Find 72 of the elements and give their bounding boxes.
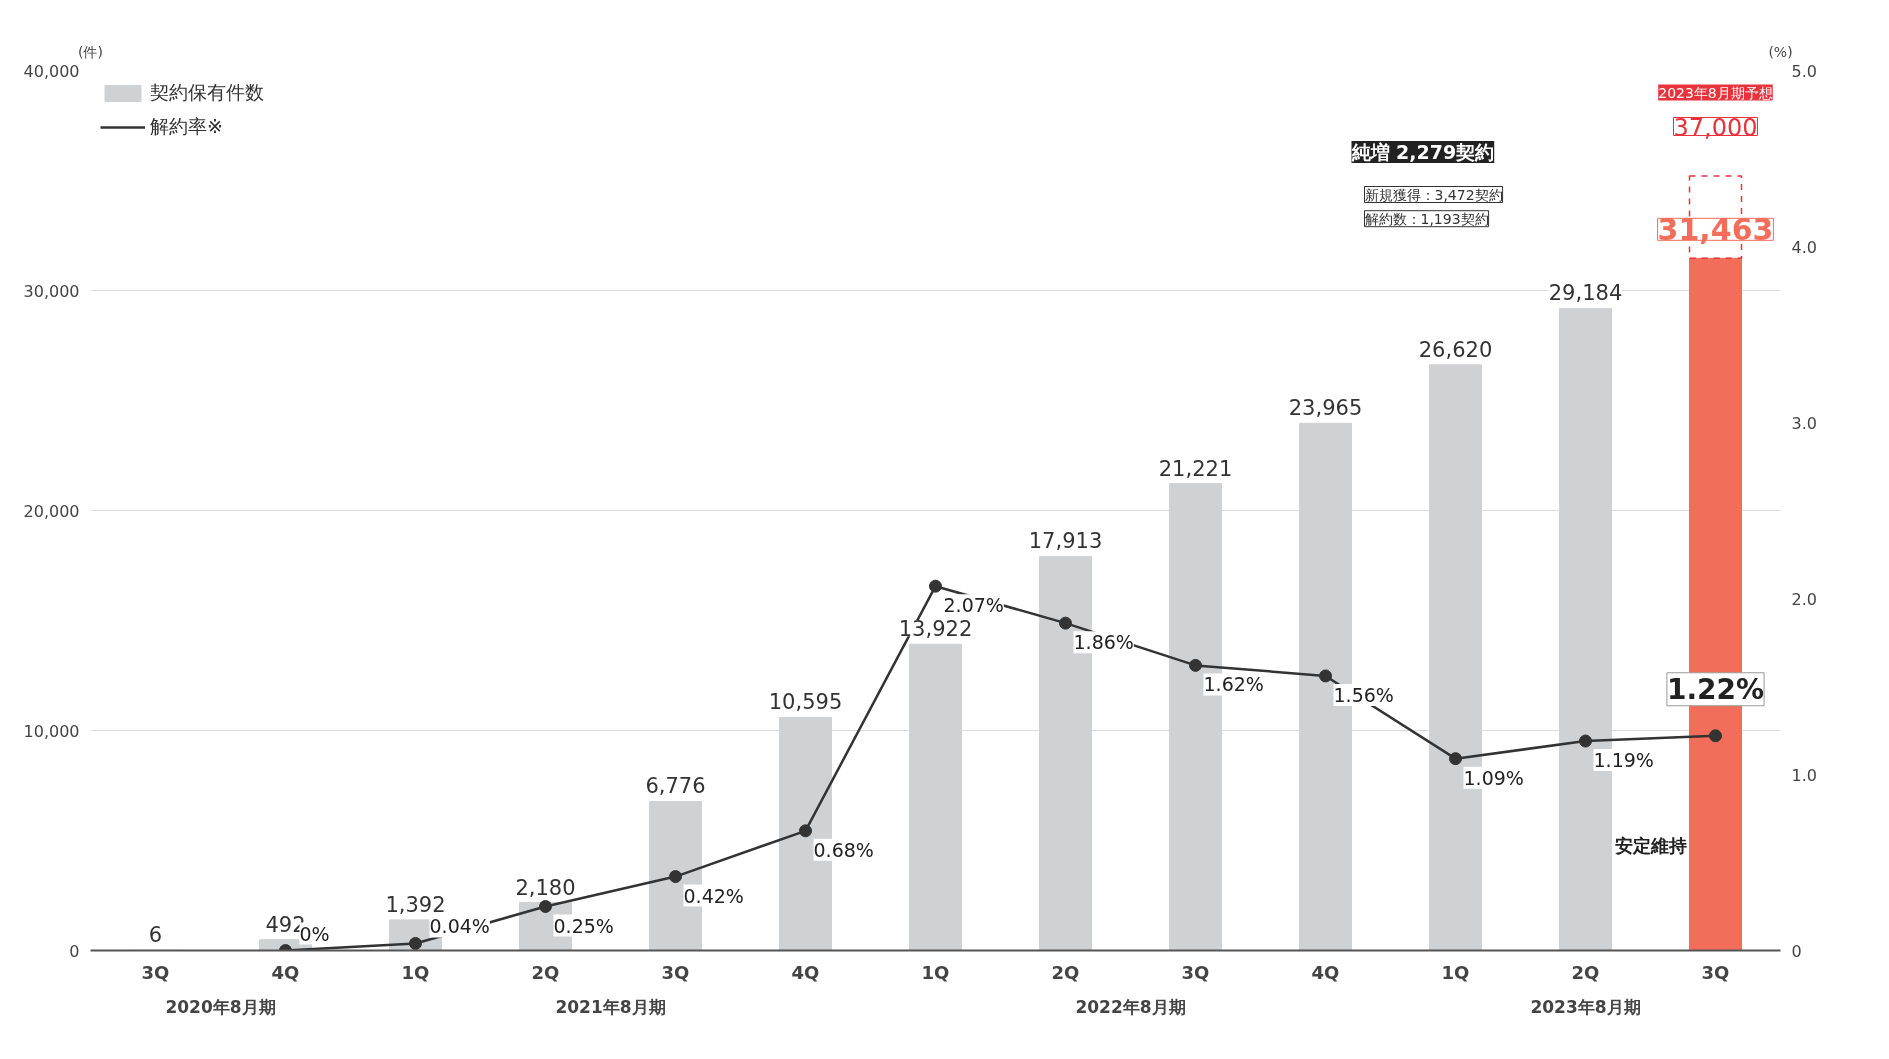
point bbox=[1709, 729, 1722, 743]
text: 2022年8月期 bbox=[1075, 996, 1186, 1017]
y2-tick-label: 4.0 bbox=[1791, 237, 1817, 257]
x-tick-label: 3Q bbox=[1181, 961, 1210, 983]
data-label: 0.68% bbox=[813, 838, 874, 861]
text: 2021年8月期 bbox=[555, 996, 666, 1017]
data-label: 1.09% bbox=[1463, 766, 1524, 789]
point bbox=[929, 579, 942, 593]
y2-tick-label: 3.0 bbox=[1791, 413, 1817, 433]
x-tick-label: 4Q bbox=[271, 961, 300, 983]
data-label: 2.07% bbox=[943, 594, 1004, 617]
point bbox=[799, 824, 812, 838]
y-axis-title: (件) bbox=[78, 43, 103, 60]
point bbox=[669, 870, 682, 884]
y2-tick-label: 0 bbox=[1791, 941, 1802, 961]
point bbox=[1319, 669, 1332, 683]
annotation: 解約数：1,193契約 bbox=[1364, 210, 1489, 227]
data-label: 1,392 bbox=[385, 892, 446, 917]
y2-tick-label: 1.0 bbox=[1791, 765, 1817, 785]
x-tick-label: 3Q bbox=[661, 961, 690, 983]
y-tick-label: 0 bbox=[69, 941, 80, 961]
data-label: 1.62% bbox=[1203, 673, 1264, 696]
bar bbox=[909, 643, 962, 951]
annotation: 安定維持 bbox=[1614, 834, 1687, 856]
data-label: 0.04% bbox=[429, 915, 490, 938]
point bbox=[1189, 658, 1202, 672]
point bbox=[1449, 752, 1462, 766]
legend-label: 契約保有件数 bbox=[150, 80, 264, 105]
data-label: 13,922 bbox=[898, 617, 973, 642]
data-label: 26,620 bbox=[1418, 337, 1493, 362]
data-label: 21,221 bbox=[1158, 456, 1233, 481]
data-label: 0.25% bbox=[553, 914, 614, 937]
legend-label: 解約率※ bbox=[150, 114, 223, 139]
y2-axis-title: (%) bbox=[1768, 43, 1793, 60]
x-tick-label: 1Q bbox=[401, 961, 430, 983]
x-tick-label: 4Q bbox=[791, 961, 820, 983]
data-label: 17,913 bbox=[1028, 529, 1103, 554]
point bbox=[1059, 616, 1072, 630]
y-tick-label: 40,000 bbox=[23, 61, 80, 81]
annotation: 2023年8月期予想 bbox=[1658, 84, 1773, 101]
data-label: 2,180 bbox=[515, 875, 576, 900]
y-tick-label: 20,000 bbox=[23, 501, 80, 521]
data-label: 1.56% bbox=[1333, 683, 1394, 706]
data-label: 6 bbox=[148, 923, 163, 948]
text: 2020年8月期 bbox=[165, 996, 276, 1017]
x-tick-label: 1Q bbox=[1441, 961, 1470, 983]
x-tick-label: 1Q bbox=[921, 961, 950, 983]
data-label: 6,776 bbox=[645, 774, 706, 799]
point bbox=[1579, 734, 1592, 748]
data-label: 10,595 bbox=[768, 690, 843, 715]
data-label: 1.86% bbox=[1073, 631, 1134, 654]
x-tick-label: 4Q bbox=[1311, 961, 1340, 983]
data-label: 29,184 bbox=[1548, 281, 1623, 306]
annotation: 新規獲得：3,472契約 bbox=[1364, 186, 1503, 203]
y2-tick-label: 2.0 bbox=[1791, 589, 1817, 609]
data-label: 1.19% bbox=[1593, 749, 1654, 772]
data-label: 0.42% bbox=[683, 884, 744, 907]
data-label: 1.22% bbox=[1666, 672, 1765, 706]
y2-tick-label: 5.0 bbox=[1791, 61, 1817, 81]
data-label: 31,463 bbox=[1657, 212, 1774, 248]
text: 2023年8月期 bbox=[1530, 996, 1641, 1017]
y-tick-label: 30,000 bbox=[23, 281, 80, 301]
x-tick-label: 3Q bbox=[1701, 961, 1730, 983]
x-tick-label: 2Q bbox=[531, 961, 560, 983]
point bbox=[539, 900, 552, 913]
x-tick-label: 2Q bbox=[1571, 961, 1600, 983]
x-tick-label: 2Q bbox=[1051, 961, 1080, 983]
point bbox=[409, 936, 422, 950]
y-tick-label: 10,000 bbox=[23, 721, 80, 741]
x-tick-label: 3Q bbox=[141, 961, 170, 983]
data-label: 23,965 bbox=[1288, 396, 1363, 421]
annotation: 純増 2,279契約 bbox=[1350, 140, 1495, 163]
